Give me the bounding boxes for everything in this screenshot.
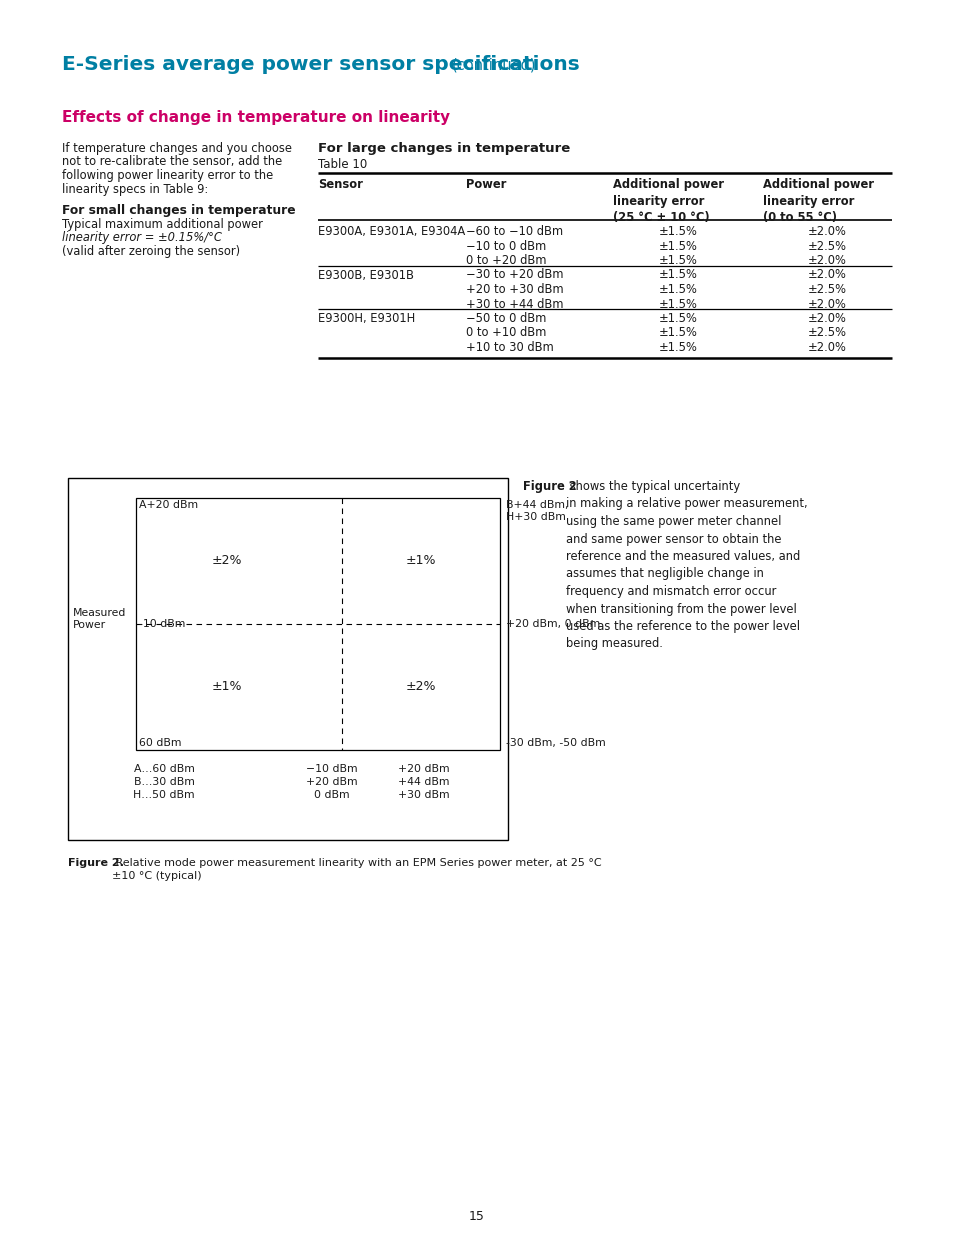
Text: ±1.5%: ±1.5% [658, 254, 697, 267]
Text: ±1%: ±1% [405, 555, 436, 568]
Text: A+20 dBm: A+20 dBm [139, 500, 198, 510]
Text: ±1.5%: ±1.5% [658, 225, 697, 238]
Text: 0 to +10 dBm: 0 to +10 dBm [465, 326, 546, 340]
Text: −10 dBm: −10 dBm [306, 764, 357, 774]
Text: B…30 dBm: B…30 dBm [133, 777, 194, 787]
Text: shows the typical uncertainty
in making a relative power measurement,
using the : shows the typical uncertainty in making … [565, 480, 807, 651]
Text: A…60 dBm: A…60 dBm [133, 764, 194, 774]
Text: Power: Power [465, 178, 506, 191]
Text: +44 dBm: +44 dBm [397, 777, 449, 787]
Text: ±1.5%: ±1.5% [658, 326, 697, 340]
Text: ±2.0%: ±2.0% [807, 268, 846, 282]
Text: 0 to +20 dBm: 0 to +20 dBm [465, 254, 546, 267]
Text: +20 dBm, 0 dBm: +20 dBm, 0 dBm [505, 619, 599, 629]
Text: E9300H, E9301H: E9300H, E9301H [317, 312, 415, 325]
Text: Relative mode power measurement linearity with an EPM Series power meter, at 25 : Relative mode power measurement linearit… [112, 858, 601, 882]
Text: ±2.0%: ±2.0% [807, 254, 846, 267]
Text: +20 dBm: +20 dBm [306, 777, 357, 787]
Text: ±1.5%: ±1.5% [658, 312, 697, 325]
Text: 15: 15 [469, 1210, 484, 1223]
Text: ±2.0%: ±2.0% [807, 312, 846, 325]
Bar [68, 478, 507, 840]
Text: +20 to +30 dBm: +20 to +30 dBm [465, 283, 563, 296]
Text: Additional power
linearity error
(25 °C ± 10 °C): Additional power linearity error (25 °C … [613, 178, 723, 224]
Text: ±1.5%: ±1.5% [658, 268, 697, 282]
Text: H+30 dBm: H+30 dBm [505, 513, 565, 522]
Text: (continued): (continued) [452, 58, 536, 73]
Text: +20 dBm: +20 dBm [397, 764, 449, 774]
Text: ±1.5%: ±1.5% [658, 341, 697, 354]
Text: For large changes in temperature: For large changes in temperature [317, 142, 570, 156]
Text: Typical maximum additional power: Typical maximum additional power [62, 219, 263, 231]
Text: E-Series average power sensor specifications: E-Series average power sensor specificat… [62, 56, 579, 74]
Text: +30 dBm: +30 dBm [397, 790, 449, 800]
Text: Figure 2.: Figure 2. [68, 858, 124, 868]
Text: (valid after zeroing the sensor): (valid after zeroing the sensor) [62, 245, 240, 258]
Text: Table 10: Table 10 [317, 158, 367, 170]
Text: +30 to +44 dBm: +30 to +44 dBm [465, 298, 563, 310]
Text: B+44 dBm,: B+44 dBm, [505, 500, 568, 510]
Text: −10 to 0 dBm: −10 to 0 dBm [465, 240, 546, 252]
Text: -10 dBm: -10 dBm [139, 619, 185, 629]
Text: ±1%: ±1% [211, 680, 241, 694]
Text: ±1.5%: ±1.5% [658, 298, 697, 310]
Text: −60 to −10 dBm: −60 to −10 dBm [465, 225, 562, 238]
Text: If temperature changes and you choose: If temperature changes and you choose [62, 142, 292, 156]
Text: Sensor: Sensor [317, 178, 362, 191]
Text: +10 to 30 dBm: +10 to 30 dBm [465, 341, 553, 354]
Text: ±2.5%: ±2.5% [807, 283, 846, 296]
Text: linearity error = ±0.15%/°C: linearity error = ±0.15%/°C [62, 231, 222, 245]
Text: ±2.0%: ±2.0% [807, 298, 846, 310]
Text: −30 to +20 dBm: −30 to +20 dBm [465, 268, 563, 282]
Text: ±1.5%: ±1.5% [658, 283, 697, 296]
Text: ±2%: ±2% [405, 680, 436, 694]
Bar [136, 498, 499, 750]
Text: 0 dBm: 0 dBm [314, 790, 349, 800]
Text: ±2.0%: ±2.0% [807, 341, 846, 354]
Text: following power linearity error to the: following power linearity error to the [62, 169, 273, 182]
Text: Effects of change in temperature on linearity: Effects of change in temperature on line… [62, 110, 450, 125]
Text: For small changes in temperature: For small changes in temperature [62, 204, 295, 217]
Text: ±2.5%: ±2.5% [807, 240, 846, 252]
Text: Measured
Power: Measured Power [73, 608, 126, 630]
Text: E9300A, E9301A, E9304A: E9300A, E9301A, E9304A [317, 225, 465, 238]
Text: linearity specs in Table 9:: linearity specs in Table 9: [62, 183, 208, 195]
Text: E9300B, E9301B: E9300B, E9301B [317, 268, 414, 282]
Text: ±1.5%: ±1.5% [658, 240, 697, 252]
Text: Additional power
linearity error
(0 to 55 °C): Additional power linearity error (0 to 5… [762, 178, 873, 224]
Text: ±2%: ±2% [211, 555, 241, 568]
Text: −50 to 0 dBm: −50 to 0 dBm [465, 312, 546, 325]
Text: ±2.5%: ±2.5% [807, 326, 846, 340]
Text: 60 dBm: 60 dBm [139, 739, 181, 748]
Text: Figure 2: Figure 2 [522, 480, 577, 493]
Text: -30 dBm, -50 dBm: -30 dBm, -50 dBm [505, 739, 605, 748]
Text: not to re-calibrate the sensor, add the: not to re-calibrate the sensor, add the [62, 156, 282, 168]
Text: ±2.0%: ±2.0% [807, 225, 846, 238]
Text: H…50 dBm: H…50 dBm [133, 790, 194, 800]
